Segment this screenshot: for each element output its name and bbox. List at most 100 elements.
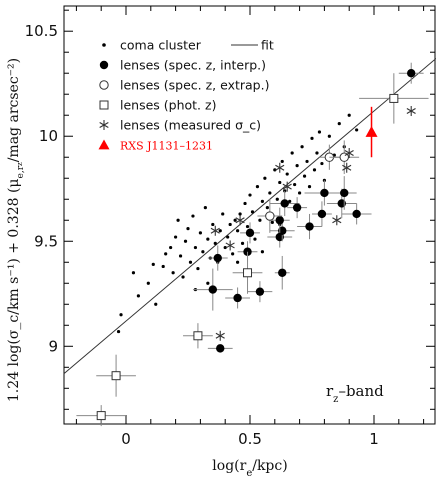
coma-point — [213, 241, 217, 245]
coma-point — [288, 199, 292, 203]
legend-label: coma cluster — [120, 38, 202, 53]
coma-point — [327, 134, 331, 138]
asterisk-stroke — [282, 183, 292, 190]
lens-measured-point — [225, 240, 235, 251]
lens-spec-interp-point — [292, 203, 302, 212]
series-rxs — [365, 106, 378, 158]
lens-spec-interp-point — [305, 222, 314, 231]
series-phot — [76, 73, 429, 427]
lens-measured-point — [235, 215, 245, 226]
coma-point — [260, 250, 264, 254]
coma-point — [221, 212, 225, 216]
legend-label: fit — [261, 38, 274, 53]
coma-point — [231, 252, 235, 256]
coma-point — [283, 189, 287, 193]
coma-point — [233, 218, 237, 222]
coma-point — [315, 151, 319, 155]
coma-point — [183, 239, 188, 243]
coma-point — [223, 245, 227, 250]
x-tick-label: 0 — [121, 430, 131, 448]
coma-point — [253, 237, 257, 241]
asterisk-stroke — [99, 122, 109, 128]
legend-entry-coma: coma cluster — [102, 38, 202, 53]
asterisk-stroke — [235, 217, 245, 224]
coma-point — [243, 201, 247, 206]
data-marks — [76, 62, 429, 427]
lens-measured-point — [210, 225, 220, 236]
coma-point — [161, 264, 165, 269]
legend-label: lenses (spec. z, interp.) — [120, 58, 266, 73]
coma-point — [191, 214, 195, 218]
lens-spec-interp-point — [278, 268, 287, 277]
asterisk-stroke — [210, 227, 220, 234]
legend-label: lenses (measured σ_c) — [120, 118, 261, 133]
coma-point — [186, 227, 190, 231]
coma-point — [238, 212, 242, 216]
coma-point — [171, 271, 175, 275]
coma-point — [250, 210, 255, 214]
lens-phot-point — [243, 268, 253, 278]
lens-spec-interp-point — [352, 209, 361, 219]
y-tick-label: 10.5 — [25, 22, 58, 40]
series-spec_interp — [192, 62, 424, 353]
coma-point — [188, 260, 193, 264]
lens-spec-interp-point — [275, 216, 284, 225]
legend-filled-circle-marker — [99, 60, 109, 70]
lens-measured-point — [342, 162, 352, 173]
coma-point — [280, 159, 284, 164]
coma-point — [240, 241, 245, 245]
legend: coma cluster lenses (spec. z, interp.) len… — [98, 38, 274, 153]
lens-spec-interp-point — [317, 209, 327, 219]
coma-point — [151, 262, 155, 266]
coma-point — [305, 159, 309, 164]
legend-label: lenses (phot. z) — [120, 98, 216, 113]
lens-phot-point — [96, 411, 106, 421]
coma-point — [218, 229, 222, 233]
lens-measured-point — [332, 215, 342, 226]
x-tick-label: 0.5 — [238, 430, 262, 448]
coma-point — [181, 275, 185, 279]
fit-line-path — [63, 58, 436, 374]
coma-point — [317, 130, 322, 134]
lens-measured-point — [275, 162, 285, 173]
coma-point — [116, 329, 121, 334]
asterisk-stroke — [332, 217, 342, 224]
y-tick-label: 10 — [39, 127, 58, 145]
coma-point — [248, 193, 252, 197]
series-spec_extrap — [257, 140, 360, 233]
coma-point — [146, 281, 150, 285]
coma-point — [255, 185, 260, 189]
legend-label: lenses (spec. z, extrap.) — [120, 78, 269, 93]
legend-entry-fit: fit — [231, 38, 274, 53]
asterisk-stroke — [275, 164, 285, 171]
lens-measured-point — [282, 181, 292, 192]
coma-point — [226, 235, 230, 239]
axes: 0 0.5 1 9 9.5 10 10.5 — [25, 5, 436, 448]
coma-point — [198, 231, 202, 235]
lens-spec-interp-point — [245, 228, 255, 238]
coma-point — [206, 281, 210, 285]
coma-point — [285, 172, 289, 176]
legend-entry-spec_extrap: lenses (spec. z, extrap.) — [99, 78, 269, 93]
coma-point — [298, 191, 302, 195]
coma-point — [236, 260, 240, 264]
legend-open-square-marker — [99, 100, 109, 110]
asterisk-stroke — [344, 150, 354, 157]
coma-point — [295, 164, 299, 168]
coma-point — [164, 252, 168, 256]
band-label: rz–band — [326, 382, 384, 405]
legend-entry-rxs: RXS J1131–1231 — [98, 139, 213, 153]
coma-point — [203, 206, 207, 210]
coma-point — [119, 313, 123, 317]
legend-label: RXS J1131–1231 — [120, 140, 213, 153]
lens-measured-point — [406, 106, 416, 117]
coma-point — [131, 271, 136, 275]
coma-point — [302, 174, 307, 178]
coma-point — [176, 218, 180, 222]
coma-point — [270, 220, 274, 224]
y-axis-title: 1.24 log(σ_c/km s⁻¹) + 0.328 (μe,rz/mag … — [6, 58, 26, 402]
coma-point — [196, 266, 200, 271]
lens-spec-interp-point — [216, 344, 225, 353]
coma-point — [178, 254, 183, 258]
